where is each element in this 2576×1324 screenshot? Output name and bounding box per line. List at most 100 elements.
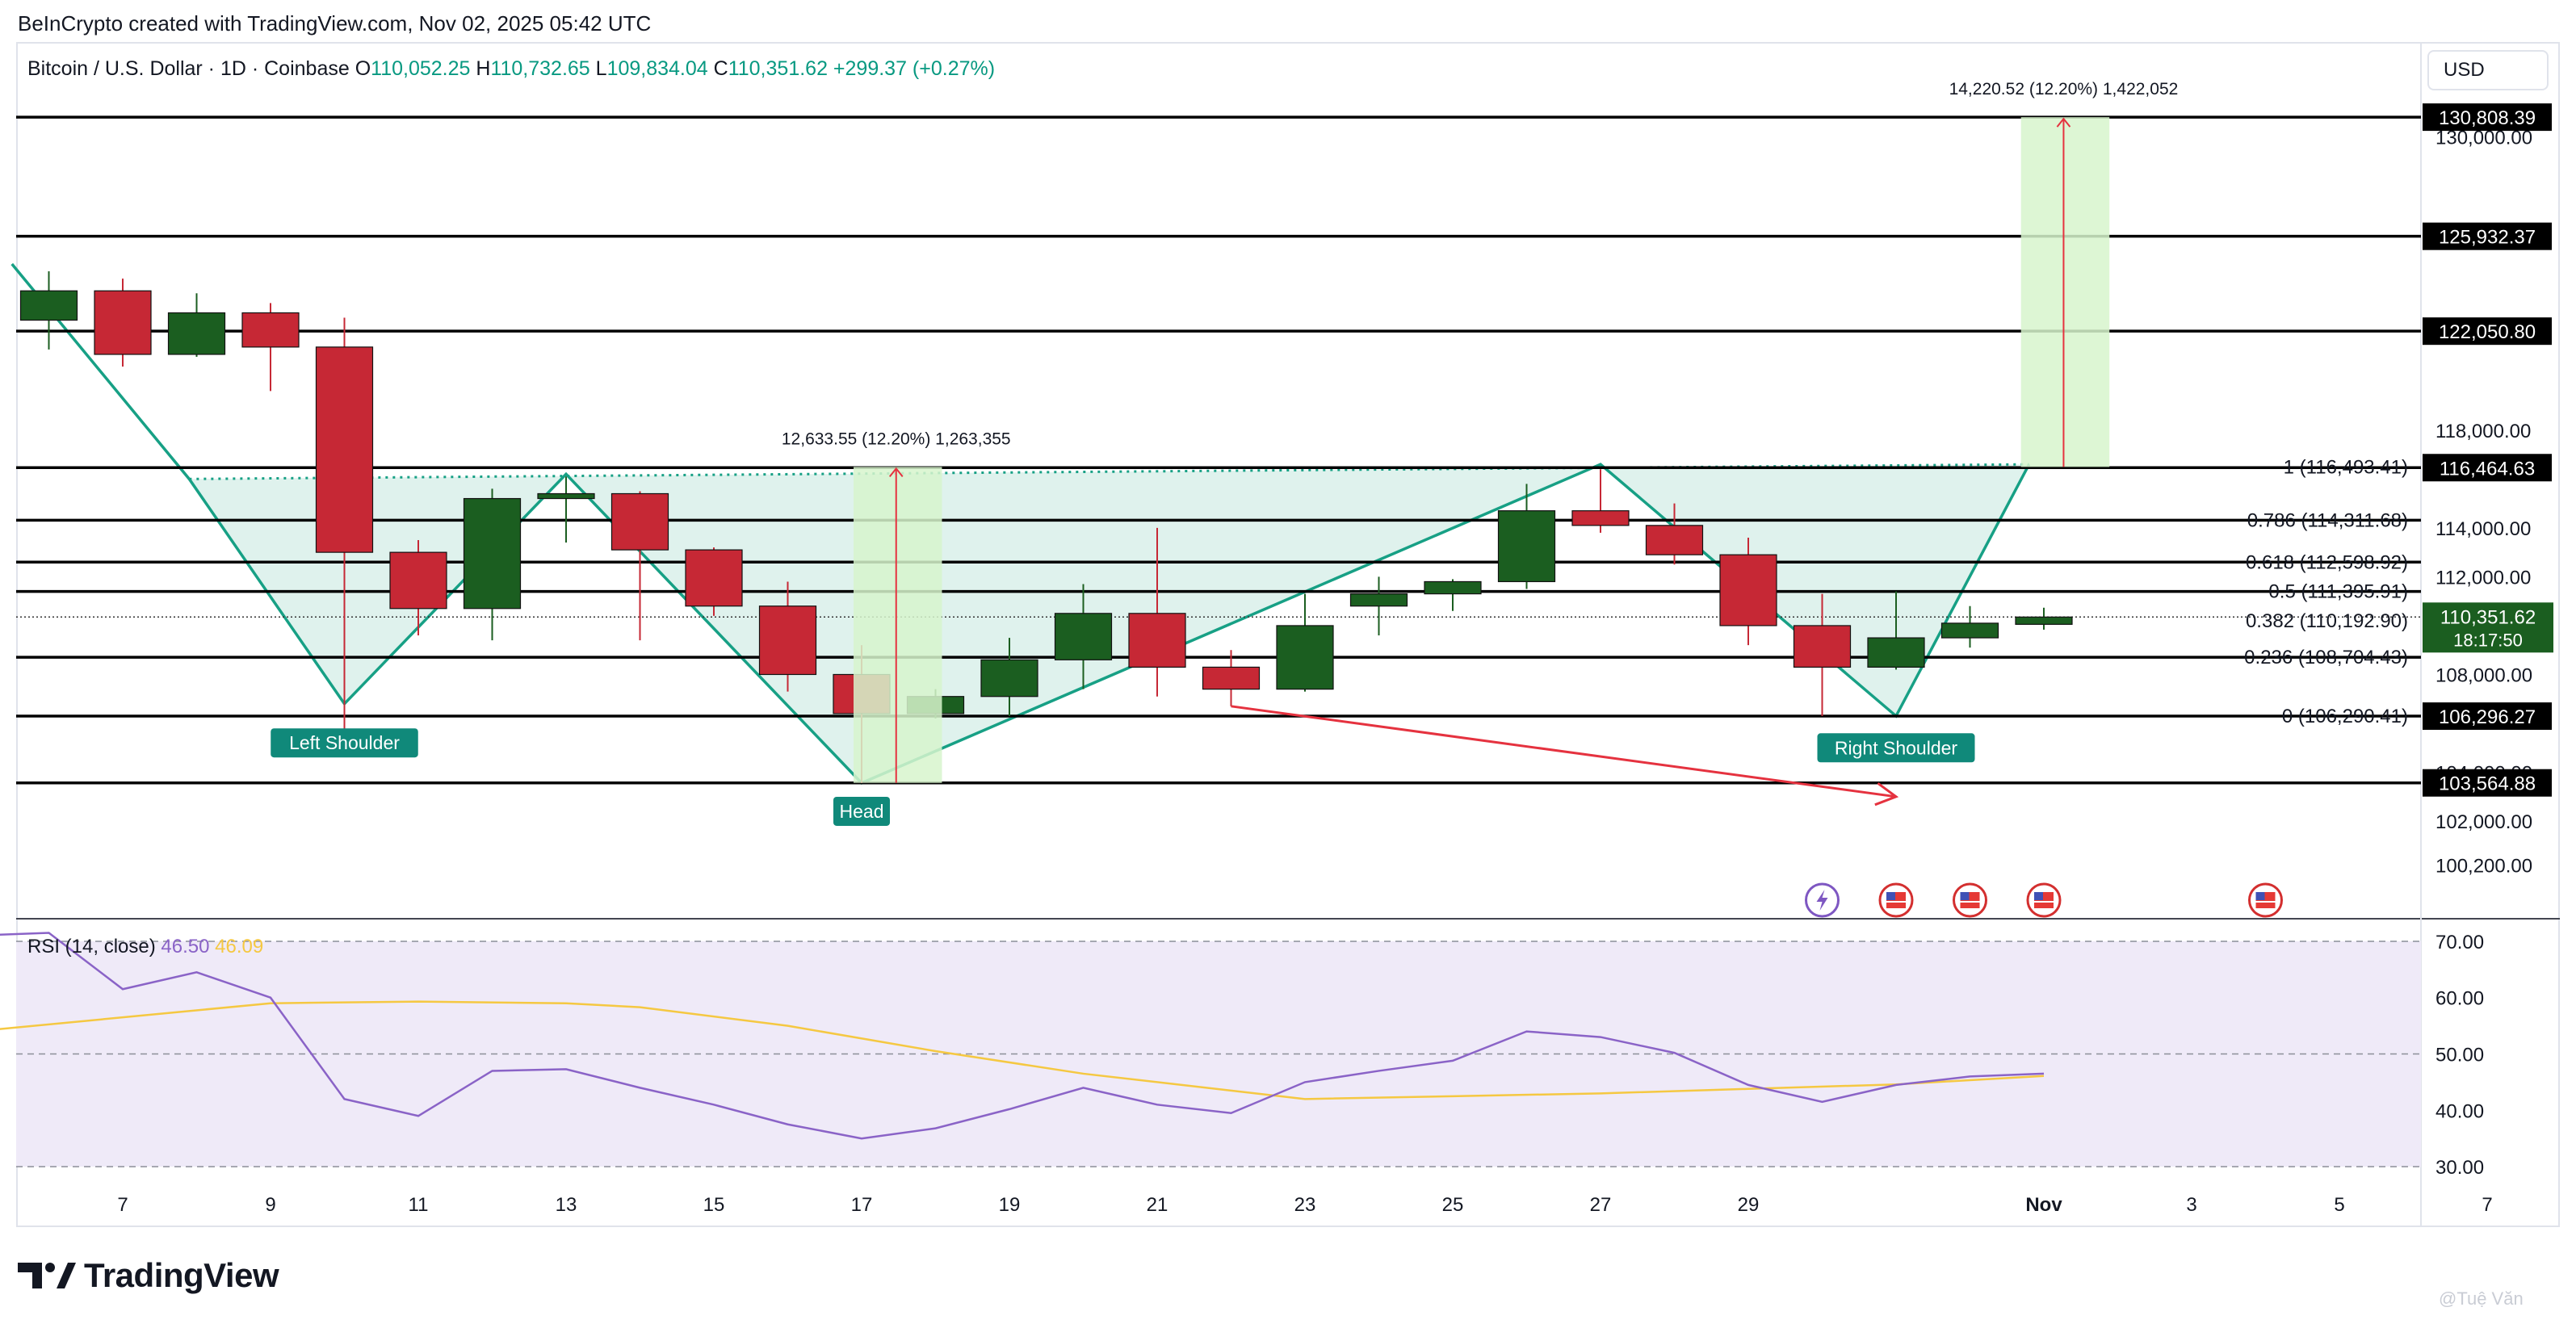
fib-label: 0.5 (111,395.91) [2268,581,2408,603]
candle-up [1349,593,1408,607]
candle-down [1793,625,1852,668]
time-tick-label: 27 [1590,1194,1612,1216]
candle-down [315,346,374,553]
level-price-tag-text: 125,932.37 [2439,227,2536,249]
symbol-legend: Bitcoin / U.S. Dollar · 1D · Coinbase O1… [27,57,995,80]
level-price-tag-text: 103,564.88 [2439,773,2536,795]
tradingview-logo[interactable]: TradingView [18,1256,279,1295]
price-tick-label: 108,000.00 [2435,664,2532,686]
candle-down [1645,525,1704,555]
flag-canton [2034,892,2043,900]
candle-down [389,551,447,610]
rsi-tick-label: 50.00 [2435,1045,2484,1066]
level-price-tag [2423,103,2552,132]
rsi-tick-label: 60.00 [2435,988,2484,1010]
fib-label: 1 (116,493.41) [2284,456,2408,478]
level-price-tag-text: 122,050.80 [2439,321,2536,343]
price-divergence-arrow-head [1874,781,1899,807]
time-tick-label: 9 [265,1194,275,1216]
last-price-tag-text: 110,351.62 [2440,606,2536,628]
measure-label: 12,633.55 (12.20%) 1,263,355 [782,429,1011,448]
rsi-tick-label: 40.00 [2435,1100,2484,1122]
time-tick-label: 7 [117,1194,128,1216]
time-tick-label: 29 [1738,1194,1760,1216]
candle-up [537,492,595,500]
lightning-glyph [1816,890,1828,911]
pattern-label: Head [840,801,884,822]
pattern-zigzag [10,262,2031,785]
rsi-ma-value: 46.09 [215,936,263,957]
time-tick-label: 11 [409,1194,429,1216]
rsi-tick-label: 70.00 [2435,932,2484,953]
currency-selector[interactable]: USD [2427,50,2549,90]
candle-up [1424,580,1482,595]
rsi-value: 46.50 [161,936,215,957]
rsi-legend: RSI (14, close) 46.50 46.09 [27,936,263,957]
level-price-tag-text: 130,808.39 [2439,107,2536,129]
time-tick-label: 5 [2334,1194,2344,1216]
rsi-tick-label: 30.00 [2435,1157,2484,1179]
time-tick-label: 13 [556,1194,577,1216]
ohlc-value: 110,351.62 [728,57,833,80]
pattern-label: Left Shoulder [289,732,400,753]
pattern-label-box [271,728,418,758]
last-price-tag [2423,602,2553,653]
candle-up [167,312,226,355]
candle-up [463,497,522,610]
tradingview-logo-icon [18,1263,76,1288]
last-price-countdown: 18:17:50 [2453,630,2523,650]
candle-down [1571,510,1630,526]
candle-down [241,312,300,348]
neckline-dotted [189,463,2029,480]
tradingview-logo-text: TradingView [84,1256,279,1294]
level-price-tag [2423,769,2552,797]
candle-up [1276,625,1334,690]
price-divergence-arrow [1231,705,1897,798]
measure-arrow-head [2056,117,2071,128]
watermark: @Tuệ Văn [2439,1288,2524,1309]
candle-up [19,290,78,321]
ohlc-value: 110,052.25 [371,57,476,80]
candle-up [1940,622,1999,639]
rsi-line [0,932,2045,1140]
candle-up [1867,637,1925,668]
measure-box [854,467,942,783]
time-tick-label: 25 [1442,1194,1464,1216]
measure-label: 14,220.52 (12.20%) 1,422,052 [1949,80,2179,98]
candle-up [2015,616,2073,625]
ohlc-key: C [714,57,728,80]
flag-canton [1886,892,1895,900]
time-tick-label: 17 [851,1194,873,1216]
measure-box [2020,117,2110,467]
chart-frame [16,42,2560,1227]
candle-down [685,549,743,607]
ohlc-change: +299.37 (+0.27%) [833,57,995,80]
candle-up [1054,613,1113,660]
level-price-tag-text: 116,464.63 [2440,458,2535,480]
time-tick-label: 3 [2186,1194,2196,1216]
pattern-label: Right Shoulder [1835,737,1957,758]
time-tick-label: 7 [2482,1194,2492,1216]
level-price-tag-text: 106,296.27 [2439,706,2536,728]
ohlc-key: O [355,57,371,80]
rsi-title: RSI (14, close) [27,936,161,957]
created-note: BeInCrypto created with TradingView.com,… [18,11,652,36]
price-tick-label: 118,000.00 [2435,421,2531,442]
candle-down [1202,666,1261,690]
candle-down [1719,554,1777,626]
ohlc-value: 109,834.04 [607,57,714,80]
candle-up [1497,510,1556,583]
time-tick-label: 19 [999,1194,1021,1216]
candle-down [610,492,669,551]
candle-up [980,659,1038,698]
candle-down [94,290,152,355]
time-tick-label: Nov [2025,1194,2062,1216]
fib-label: 0.618 (112,598.92) [2246,551,2408,573]
ohlc-key: H [476,57,490,80]
symbol-title: Bitcoin / U.S. Dollar · 1D · Coinbase [27,57,355,80]
price-tick-label: 112,000.00 [2435,567,2531,589]
ohlc-value: 110,732.65 [490,57,595,80]
fib-label: 0.236 (108,704.43) [2244,647,2408,668]
level-price-tag [2423,454,2552,482]
